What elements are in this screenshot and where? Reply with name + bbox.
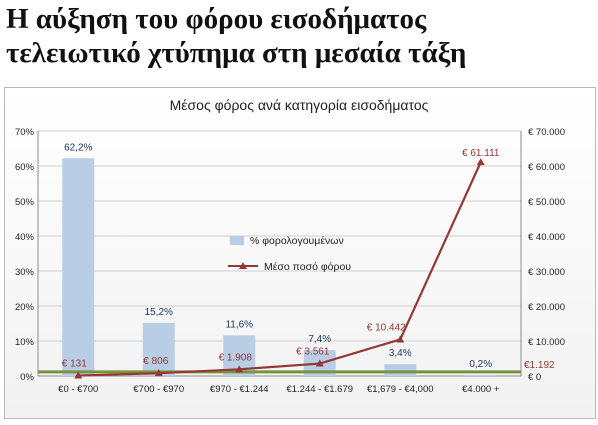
legend-line-label: Μέσο ποσό φόρου: [264, 261, 351, 273]
left-tick-label: 0%: [20, 372, 34, 383]
line-marker: [74, 371, 83, 379]
headline: Η αύξηση του φόρου εισοδήματος τελειωτικ…: [6, 2, 596, 70]
left-tick-label: 50%: [15, 197, 35, 208]
line-marker: [476, 158, 485, 166]
bar-value-label: 62,2%: [64, 142, 92, 153]
bar-value-label: 3,4%: [389, 348, 412, 359]
left-tick-label: 60%: [15, 162, 35, 173]
gridlines: [37, 130, 522, 377]
right-tick-label: € 0: [528, 372, 541, 383]
category-label: €700 - €970: [133, 384, 184, 395]
left-tick-label: 20%: [15, 302, 35, 313]
line-value-label: € 3.561: [296, 347, 330, 358]
category-label: €4.000 +: [462, 384, 500, 395]
left-tick-label: 70%: [15, 127, 35, 138]
bar-series: [62, 158, 497, 376]
right-tick-label: € 50.000: [528, 197, 565, 208]
legend: % φορολογουμένων Μέσο ποσό φόρου: [228, 235, 351, 273]
tax-line: [78, 161, 482, 377]
headline-line-1: Η αύξηση του φόρου εισοδήματος: [6, 3, 427, 35]
line-series: [74, 158, 485, 379]
line-value-label: € 806: [143, 356, 168, 367]
bar: [464, 375, 497, 376]
line-value-label: € 1.908: [219, 352, 253, 363]
right-tick-label: € 60.000: [528, 162, 565, 173]
legend-bar-label: % φορολογουμένων: [250, 235, 344, 247]
line-value-label: € 61.111: [462, 148, 500, 159]
chart-frame: [4, 87, 596, 419]
line-data-labels: € 131 € 806 € 1.908 € 3.561 € 10.442 € 61.111: [62, 148, 500, 369]
left-tick-label: 10%: [15, 337, 35, 348]
left-tick-label: 40%: [15, 232, 35, 243]
average-line-label: €1.192: [524, 360, 555, 371]
reference-line: €1.192: [38, 360, 555, 374]
right-tick-label: € 70.000: [528, 127, 565, 138]
bar: [384, 364, 417, 376]
headline-line-2: τελειωτικό χτύπημα στη μεσαία τάξη: [6, 37, 467, 69]
category-label: €970 - €1.244: [210, 384, 269, 395]
category-label: €1.244 - €1.679: [286, 384, 353, 395]
bar: [142, 322, 175, 376]
bar-value-label: 15,2%: [145, 307, 173, 318]
bar: [62, 158, 95, 376]
left-axis-ticks: 0% 10% 20% 30% 40% 50% 60% 70%: [15, 127, 35, 383]
category-labels: €0 - €700 €700 - €970 €970 - €1.244 €1.244 …: [58, 384, 500, 395]
right-tick-label: € 20.000: [528, 302, 565, 313]
line-value-label: € 131: [62, 359, 87, 370]
line-value-label: € 10.442: [367, 322, 406, 333]
line-marker: [315, 359, 324, 367]
bar-data-labels: 62,2% 15,2% 11,6% 7,4% 3,4% 0,2%: [64, 142, 492, 370]
chart-title: Μέσος φόρος ανά κατηγορία εισοδήματος: [170, 97, 429, 113]
line-marker: [235, 365, 244, 373]
right-tick-label: € 40.000: [528, 232, 565, 243]
category-label: €0 - €700: [58, 384, 98, 395]
right-tick-label: € 10.000: [528, 337, 565, 348]
line-marker: [396, 335, 405, 343]
left-tick-label: 30%: [15, 267, 35, 278]
legend-line-marker: [239, 262, 247, 269]
bar-value-label: 7,4%: [308, 334, 331, 345]
category-label: €1,679 - €4,000: [367, 384, 434, 395]
bar-value-label: 11,6%: [225, 319, 253, 330]
line-marker: [154, 369, 163, 377]
right-tick-label: € 30.000: [528, 267, 565, 278]
bar-value-label: 0,2%: [469, 359, 492, 370]
right-axis-ticks: € 0 € 10.000 € 20.000 € 30.000 € 40.000 € 50.…: [528, 127, 565, 383]
legend-bar-swatch: [230, 236, 244, 245]
